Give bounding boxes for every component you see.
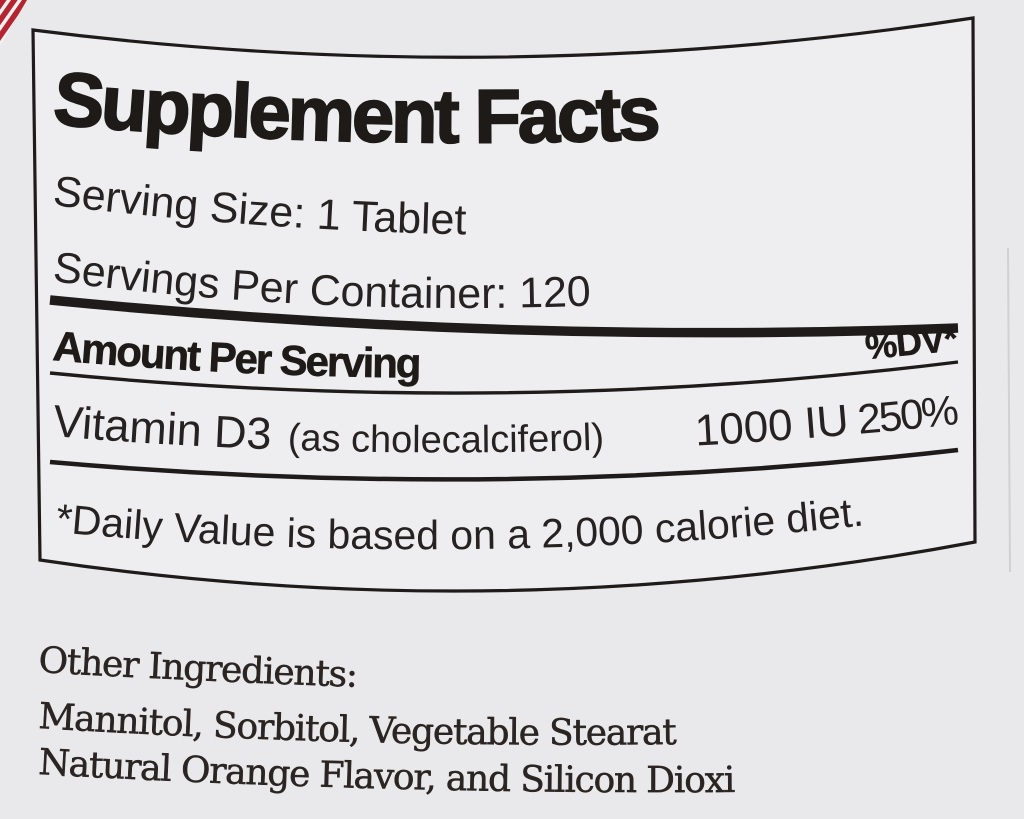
supplement-facts-panel: Supplement Facts Serving Size: 1 Tablet … bbox=[31, 16, 977, 593]
nutrient-row: Vitamin D3 (as cholecalciferol) 1000 IU … bbox=[51, 386, 961, 462]
percent-dv-header: %DV* bbox=[863, 317, 960, 367]
header-separator-bar bbox=[49, 295, 959, 338]
corner-stripe-decoration bbox=[0, 0, 27, 46]
panel-border bbox=[31, 16, 977, 593]
nutrient-row-rule bbox=[49, 447, 959, 482]
nutrient-daily-value: 250% bbox=[856, 386, 960, 443]
column-header-rule bbox=[49, 360, 959, 395]
nutrient-form: (as cholecalciferol) bbox=[287, 417, 604, 462]
nutrient-amount: 1000 IU bbox=[694, 396, 851, 456]
bottle-edge-line bbox=[1007, 247, 1011, 573]
